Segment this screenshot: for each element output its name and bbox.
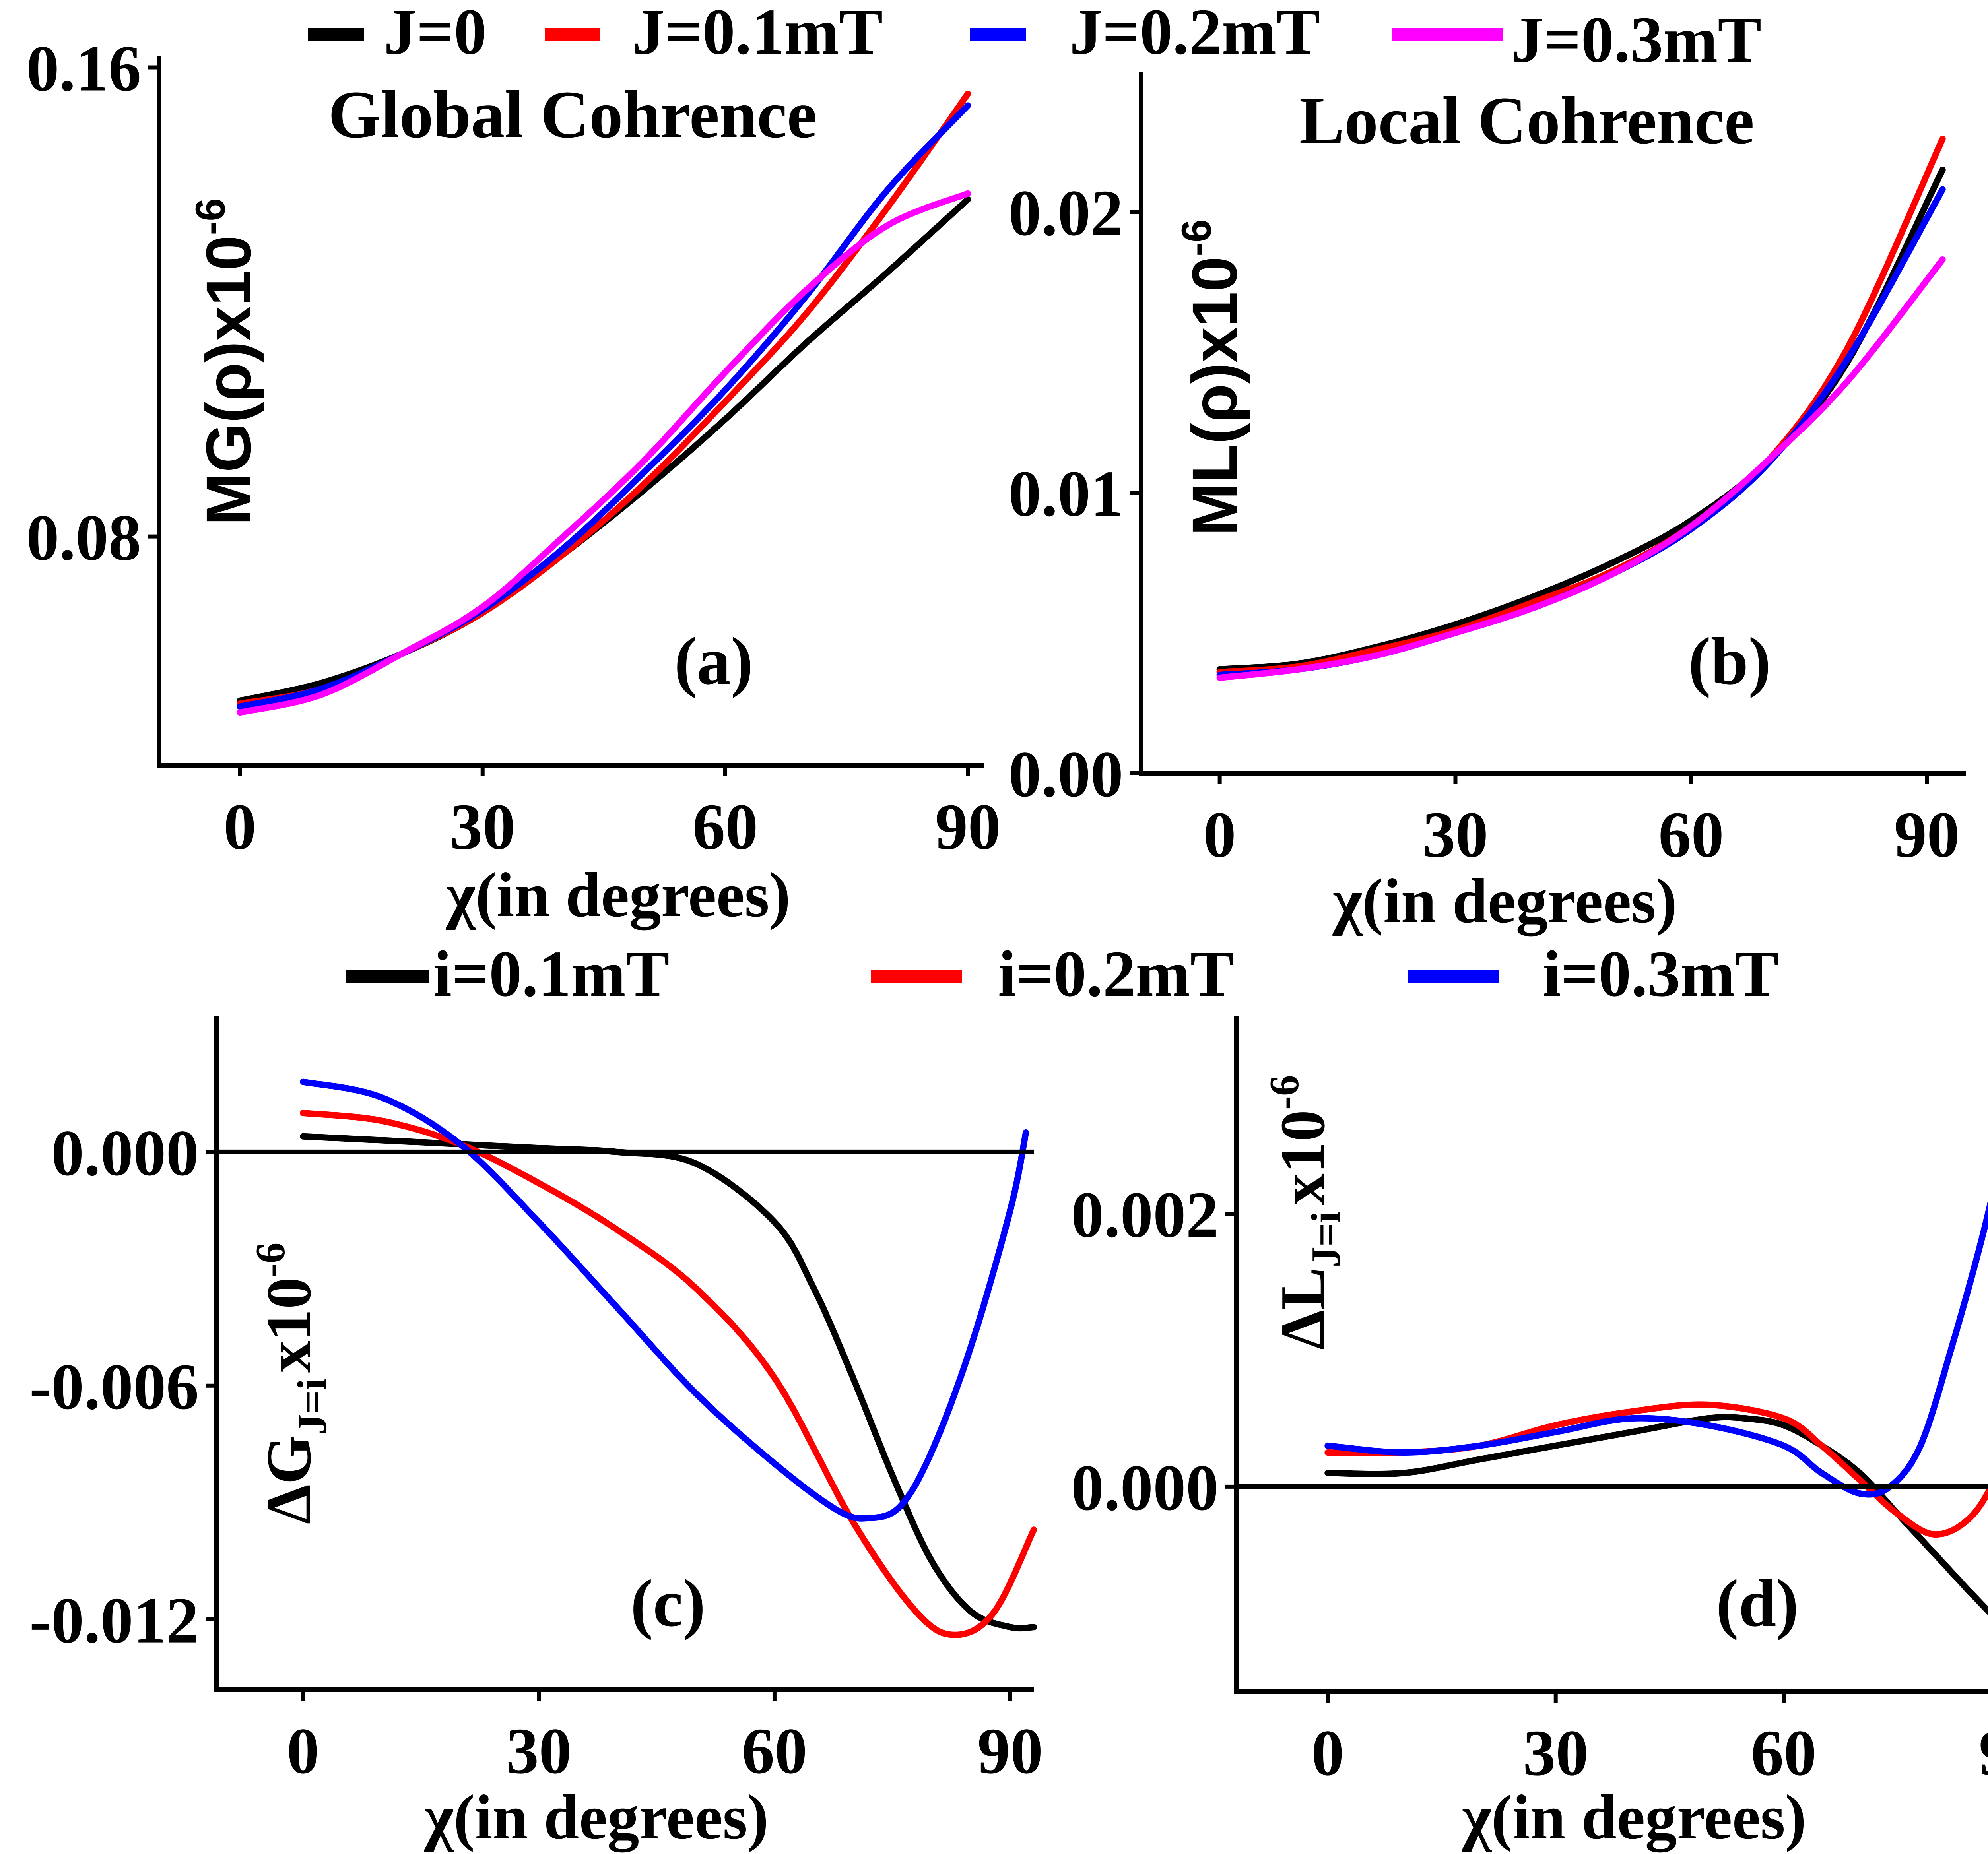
y-axis-label-sup: -6 bbox=[1261, 1075, 1307, 1109]
x-tick-label: 30 bbox=[450, 790, 515, 863]
x-tick-label: 0 bbox=[223, 790, 256, 863]
y-tick-label: 0.16 bbox=[26, 32, 141, 105]
x-tick-label: 60 bbox=[1751, 1716, 1817, 1789]
axes-layer: 0 30 60 90 0.00 0.01 0.02 bbox=[1008, 72, 1966, 871]
legend-bottom-label-0: i=0.1mT bbox=[433, 937, 670, 1010]
x-tick-label: 90 bbox=[977, 1714, 1043, 1787]
x-axis-label: χ(in degrees) bbox=[446, 859, 790, 931]
legend-bottom-swatch-2 bbox=[1408, 970, 1499, 983]
legend-top-entry: J=0.1mT bbox=[545, 0, 883, 68]
series-line-0 bbox=[1324, 1414, 1988, 1615]
legend-top: J=0 J=0.1mT J=0.2mT J=0.3mT bbox=[308, 0, 1761, 76]
legend-top-label-3: J=0.3mT bbox=[1511, 3, 1761, 76]
y-axis-label-sub: J=i bbox=[289, 1379, 335, 1435]
x-tick-label: 0 bbox=[1311, 1716, 1344, 1789]
chart-panel-b: 0 30 60 90 0.00 0.01 0.02 Local Cohrence (b) χ… bbox=[1008, 72, 1966, 937]
axes-layer: 0 30 60 90 0.000 0.002 bbox=[1071, 1016, 1988, 1789]
x-tick-label: 30 bbox=[1523, 1716, 1588, 1789]
legend-top-label-1: J=0.1mT bbox=[632, 0, 883, 68]
panel-label: (b) bbox=[1688, 624, 1771, 698]
x-axis-label: χ(in degrees) bbox=[1332, 865, 1677, 937]
legend-bottom-swatch-1 bbox=[871, 970, 962, 983]
y-tick-label: 0.08 bbox=[26, 501, 141, 574]
legend-top-swatch-0 bbox=[308, 28, 364, 41]
legend-bottom-entry: i=0.3mT bbox=[1408, 937, 1779, 1010]
y-axis-label: ML(ρ)x10-6 bbox=[1173, 219, 1250, 536]
legend-bottom-label-1: i=0.2mT bbox=[998, 937, 1234, 1010]
y-tick-label: 0.000 bbox=[1071, 1451, 1219, 1524]
series-layer bbox=[237, 90, 971, 716]
legend-top-entry: J=0.3mT bbox=[1392, 3, 1761, 76]
y-tick-label: 0.00 bbox=[1008, 738, 1123, 811]
y-axis-label: MG(ρ)x10-6 bbox=[187, 198, 264, 526]
panel-title: Global Cohrence bbox=[328, 77, 817, 152]
y-axis-label-main: ML(ρ)x10 bbox=[1179, 256, 1250, 536]
y-axis-label-sup: -6 bbox=[187, 198, 234, 235]
series-line-3 bbox=[237, 190, 971, 716]
legend-top-swatch-2 bbox=[970, 28, 1026, 41]
x-tick-label: 90 bbox=[1894, 798, 1960, 871]
legend-bottom: i=0.1mT i=0.2mT i=0.3mT bbox=[346, 937, 1779, 1010]
legend-bottom-entry: i=0.2mT bbox=[871, 937, 1234, 1010]
chart-panel-a: 0 30 60 90 0.08 0.16 Global Cohrence (a) χ(in… bbox=[26, 32, 1001, 931]
legend-top-label-2: J=0.2mT bbox=[1070, 0, 1320, 68]
y-axis-label-sup: -6 bbox=[247, 1243, 293, 1277]
chart-panel-d: 0 30 60 90 0.000 0.002 (d) χ(in degrees) ΔLJ=… bbox=[1071, 1016, 1988, 1853]
x-tick-label: 60 bbox=[693, 790, 758, 863]
x-tick-label: 90 bbox=[1979, 1716, 1988, 1789]
chart-panel-c: 0 30 60 90 0.000 -0.006 -0.012 (c) χ(in degree… bbox=[29, 1016, 1043, 1853]
legend-bottom-swatch-0 bbox=[346, 970, 429, 983]
series-layer bbox=[1324, 1200, 1988, 1615]
y-axis-label-main: ΔG bbox=[253, 1435, 324, 1524]
series-layer bbox=[1216, 136, 1946, 681]
y-tick-label: 0.01 bbox=[1008, 457, 1123, 530]
y-axis-label: ΔLJ=i x10-6 bbox=[1261, 1075, 1349, 1350]
axes-layer: 0 30 60 90 0.08 0.16 bbox=[26, 32, 1001, 863]
y-axis-label-tail: x10 bbox=[253, 1277, 324, 1373]
panel-label: (a) bbox=[674, 624, 753, 698]
x-axis-label: χ(in degrees) bbox=[1462, 1782, 1806, 1853]
legend-bottom-label-2: i=0.3mT bbox=[1543, 937, 1779, 1010]
series-line-2 bbox=[1324, 1200, 1988, 1498]
x-tick-label: 90 bbox=[935, 790, 1001, 863]
x-tick-label: 60 bbox=[742, 1714, 807, 1787]
y-axis-label-tail: x10 bbox=[1267, 1110, 1338, 1205]
y-axis-label-sub: J=i bbox=[1303, 1211, 1349, 1268]
legend-top-label-0: J=0 bbox=[384, 0, 487, 68]
panel-title: Local Cohrence bbox=[1299, 83, 1754, 158]
x-tick-label: 30 bbox=[506, 1714, 572, 1787]
y-tick-label: 0.000 bbox=[51, 1117, 199, 1189]
x-tick-label: 60 bbox=[1658, 798, 1724, 871]
legend-top-entry: J=0 bbox=[308, 0, 487, 68]
x-axis-label: χ(in degrees) bbox=[424, 1782, 769, 1853]
y-tick-label: -0.006 bbox=[29, 1350, 199, 1423]
panel-label: (d) bbox=[1716, 1566, 1799, 1641]
y-tick-label: 0.002 bbox=[1071, 1178, 1219, 1251]
legend-top-entry: J=0.2mT bbox=[970, 0, 1320, 68]
legend-top-swatch-3 bbox=[1392, 28, 1503, 41]
y-axis-label-main: MG(ρ)x10 bbox=[193, 235, 264, 526]
x-tick-label: 0 bbox=[287, 1714, 320, 1787]
series-line-3 bbox=[1216, 256, 1946, 681]
panel-label: (c) bbox=[631, 1566, 706, 1641]
y-axis-label-sup: -6 bbox=[1173, 219, 1220, 256]
x-tick-label: 30 bbox=[1423, 798, 1488, 871]
y-axis-label: ΔGJ=i x10-6 bbox=[247, 1243, 335, 1524]
legend-bottom-entry: i=0.1mT bbox=[346, 937, 670, 1010]
y-tick-label: -0.012 bbox=[29, 1584, 199, 1657]
y-axis-label-main: ΔL bbox=[1267, 1267, 1338, 1350]
x-tick-label: 0 bbox=[1203, 798, 1236, 871]
axes-layer: 0 30 60 90 0.000 -0.006 -0.012 bbox=[29, 1016, 1043, 1787]
legend-top-swatch-1 bbox=[545, 28, 600, 41]
y-tick-label: 0.02 bbox=[1008, 176, 1123, 249]
